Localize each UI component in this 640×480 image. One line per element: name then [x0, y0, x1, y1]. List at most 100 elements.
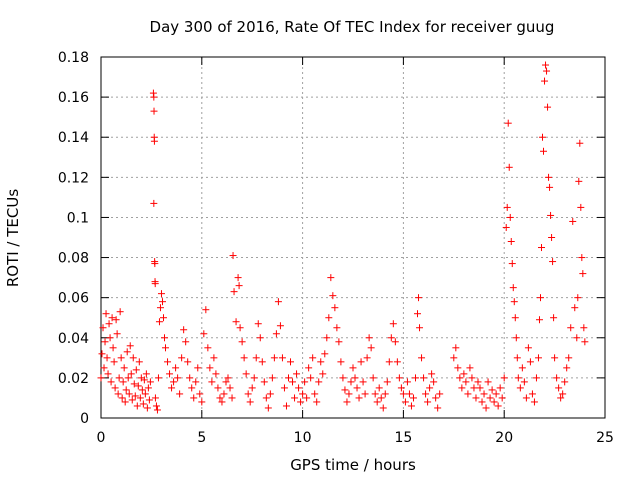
- data-point: [379, 404, 387, 412]
- data-point: [98, 350, 106, 358]
- data-point: [135, 358, 143, 366]
- data-point: [335, 338, 343, 346]
- data-point: [577, 203, 585, 211]
- data-point: [136, 394, 144, 402]
- data-point: [214, 384, 222, 392]
- data-point: [472, 394, 480, 402]
- data-point: [206, 364, 214, 372]
- data-point: [161, 334, 169, 342]
- data-point: [256, 334, 264, 342]
- data-point: [166, 370, 174, 378]
- data-point: [218, 398, 226, 406]
- data-point: [456, 374, 464, 382]
- data-point: [512, 334, 520, 342]
- data-point: [252, 354, 260, 362]
- data-point: [228, 394, 236, 402]
- data-point: [150, 199, 158, 207]
- data-point: [414, 310, 422, 318]
- data-point: [361, 390, 369, 398]
- data-point: [186, 374, 194, 382]
- data-point: [151, 394, 159, 402]
- data-point: [311, 390, 319, 398]
- data-point: [299, 390, 307, 398]
- data-point: [575, 177, 583, 185]
- data-point: [513, 354, 521, 362]
- plot-frame: [100, 56, 606, 419]
- data-point: [422, 390, 430, 398]
- data-point: [450, 354, 458, 362]
- data-point: [230, 288, 238, 296]
- data-points: [97, 61, 589, 414]
- data-point: [506, 213, 514, 221]
- data-point: [492, 390, 500, 398]
- data-point: [353, 384, 361, 392]
- data-point: [121, 398, 129, 406]
- data-point: [105, 320, 113, 328]
- data-point: [486, 394, 494, 402]
- data-point: [97, 374, 105, 382]
- data-point: [434, 404, 442, 412]
- data-point: [474, 378, 482, 386]
- data-point: [409, 394, 417, 402]
- data-point: [295, 384, 303, 392]
- data-point: [502, 223, 510, 231]
- data-point: [102, 310, 110, 318]
- data-point: [327, 274, 335, 282]
- data-point: [401, 398, 409, 406]
- data-point: [399, 390, 407, 398]
- data-point: [248, 384, 256, 392]
- data-point: [151, 280, 159, 288]
- data-point: [331, 304, 339, 312]
- data-point: [297, 398, 305, 406]
- data-point: [478, 398, 486, 406]
- data-point: [122, 386, 130, 394]
- data-point: [561, 378, 569, 386]
- grid-lines: [101, 57, 605, 418]
- x-tick-label: 10: [294, 430, 312, 446]
- data-point: [542, 61, 550, 69]
- data-point: [337, 358, 345, 366]
- data-point: [524, 344, 532, 352]
- data-point: [397, 384, 405, 392]
- data-point: [383, 378, 391, 386]
- data-point: [555, 384, 563, 392]
- data-point: [403, 378, 411, 386]
- data-point: [317, 358, 325, 366]
- data-point: [141, 390, 149, 398]
- data-point: [110, 358, 118, 366]
- x-tick-label: 15: [394, 430, 412, 446]
- data-point: [508, 260, 516, 268]
- data-point: [210, 354, 218, 362]
- data-point: [522, 394, 530, 402]
- data-point: [188, 384, 196, 392]
- data-point: [276, 322, 284, 330]
- data-point: [204, 344, 212, 352]
- data-point: [158, 298, 166, 306]
- data-point: [351, 374, 359, 382]
- data-point: [371, 390, 379, 398]
- data-point: [579, 270, 587, 278]
- data-point: [504, 119, 512, 127]
- data-point: [347, 378, 355, 386]
- data-point: [534, 354, 542, 362]
- data-point: [315, 378, 323, 386]
- data-point: [216, 394, 224, 402]
- data-point: [212, 370, 220, 378]
- y-tick-label: 0.14: [58, 130, 89, 146]
- y-tick-label: 0.02: [58, 371, 89, 387]
- data-point: [468, 374, 476, 382]
- data-point: [266, 390, 274, 398]
- data-point: [272, 330, 280, 338]
- data-point: [156, 304, 164, 312]
- data-point: [244, 390, 252, 398]
- data-point: [507, 238, 515, 246]
- data-point: [168, 384, 176, 392]
- data-point: [345, 390, 353, 398]
- data-point: [140, 376, 148, 384]
- data-point: [574, 294, 582, 302]
- data-point: [162, 344, 170, 352]
- data-point: [133, 402, 141, 410]
- data-point: [126, 342, 134, 350]
- data-point: [170, 378, 178, 386]
- data-point: [284, 374, 292, 382]
